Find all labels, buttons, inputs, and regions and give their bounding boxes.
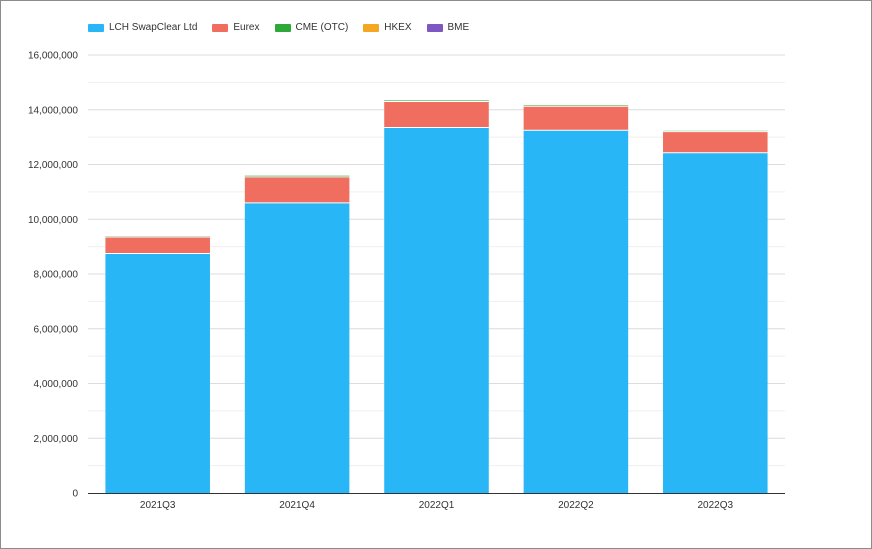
legend-swatch [426, 23, 443, 32]
x-tick-label: 2021Q3 [140, 500, 176, 511]
bar-segment-2021Q4-2[interactable] [244, 175, 350, 177]
legend-swatch [363, 23, 380, 32]
y-tick-label: 10,000,000 [28, 215, 78, 226]
legend-label: Eurex [233, 22, 260, 33]
bar-segment-2022Q1-0[interactable] [384, 127, 489, 493]
y-tick-label: 6,000,000 [34, 324, 79, 335]
y-tick-label: 16,000,000 [28, 51, 78, 62]
y-tick-label: 14,000,000 [28, 105, 78, 116]
legend-item-0[interactable]: LCH SwapClear Ltd [88, 22, 197, 33]
x-tick-label: 2022Q3 [698, 500, 734, 511]
legend-item-4[interactable]: BME [426, 22, 470, 33]
bar-segment-2021Q4-0[interactable] [244, 202, 350, 493]
x-tick-label: 2021Q4 [279, 500, 315, 511]
legend-item-2[interactable]: CME (OTC) [274, 22, 349, 33]
bar-segment-2022Q2-1[interactable] [523, 106, 629, 131]
bar-segment-2021Q3-0[interactable] [105, 253, 210, 493]
y-tick-label: 0 [72, 489, 78, 500]
bar-segment-2022Q2-0[interactable] [523, 130, 629, 493]
y-tick-label: 12,000,000 [28, 160, 78, 171]
bar-segment-2022Q1-2[interactable] [384, 100, 489, 102]
chart-legend: LCH SwapClear Ltd Eurex CME (OTC) HKEX BME [88, 22, 484, 33]
legend-swatch [212, 23, 229, 32]
legend-label: HKEX [384, 22, 412, 33]
legend-item-3[interactable]: HKEX [363, 22, 412, 33]
bar-segment-2022Q1-1[interactable] [384, 101, 489, 128]
y-tick-label: 2,000,000 [34, 434, 79, 445]
x-tick-label: 2022Q1 [419, 500, 455, 511]
legend-swatch [88, 23, 104, 32]
bar-segment-2021Q3-1[interactable] [105, 237, 210, 254]
legend-swatch [274, 23, 291, 32]
bar-segment-2022Q3-1[interactable] [663, 131, 768, 153]
y-tick-label: 8,000,000 [34, 270, 79, 281]
legend-label: CME (OTC) [295, 22, 349, 33]
legend-label: LCH SwapClear Ltd [109, 22, 198, 33]
bar-segment-2022Q3-0[interactable] [663, 152, 768, 493]
legend-label: BME [447, 22, 470, 33]
legend-item-1[interactable]: Eurex [212, 22, 260, 33]
y-tick-label: 4,000,000 [34, 379, 79, 390]
bar-segment-2021Q4-1[interactable] [244, 176, 350, 203]
x-tick-label: 2022Q2 [558, 500, 594, 511]
